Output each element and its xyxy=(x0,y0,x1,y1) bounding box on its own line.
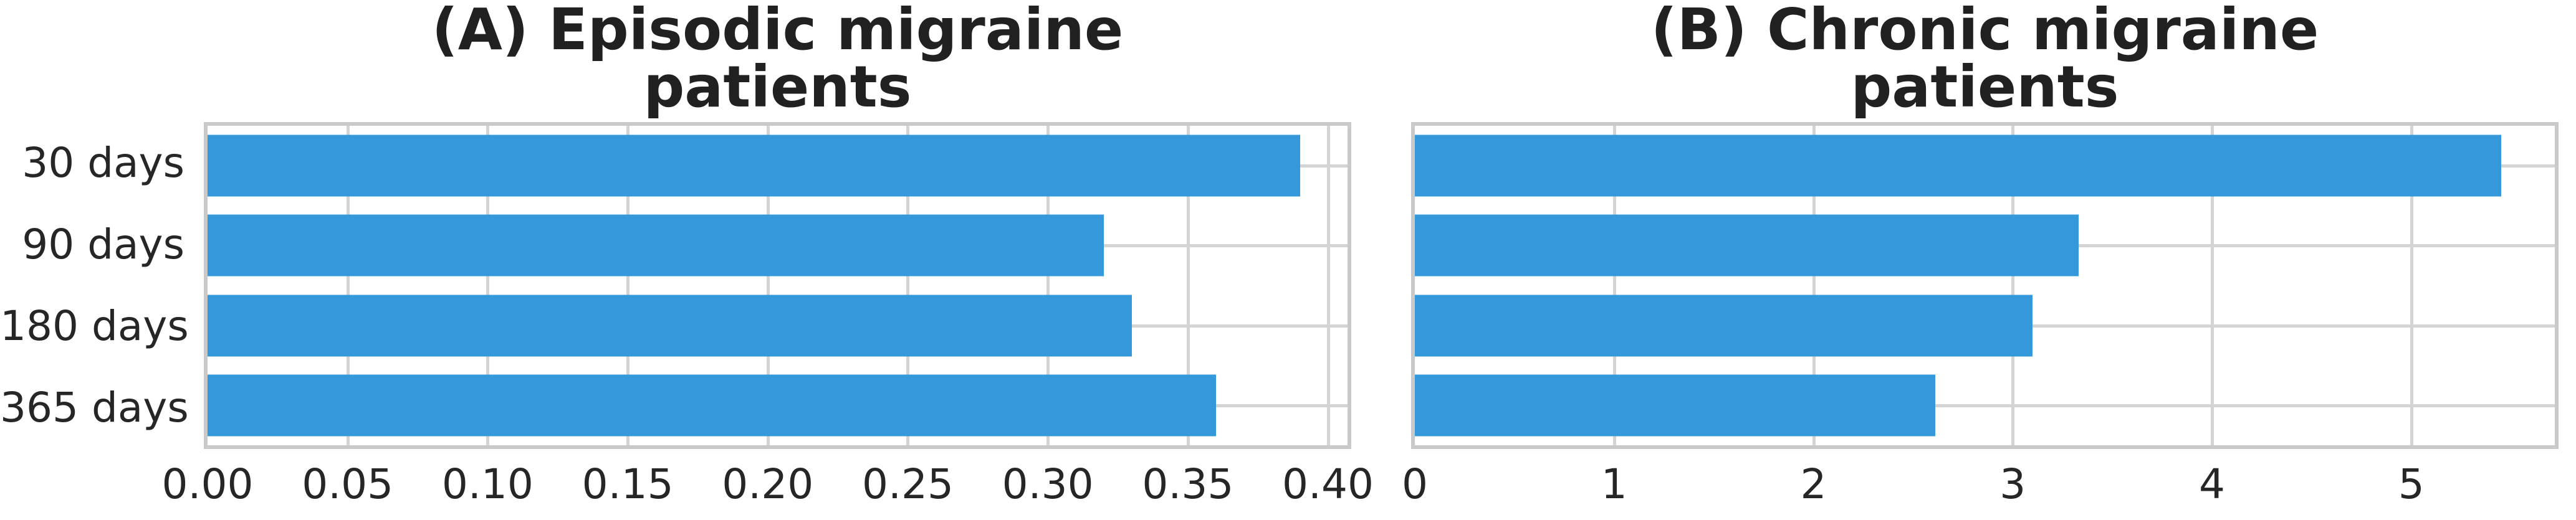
x-tick-label: 0.05 xyxy=(302,460,394,508)
x-gridline xyxy=(1612,126,1616,445)
chart-title-line1: (B) Chronic migraine xyxy=(1650,0,2319,63)
bar xyxy=(1415,374,1935,437)
x-tick-label: 0.10 xyxy=(441,460,534,508)
x-tick-label: 0.20 xyxy=(722,460,814,508)
x-tick-label: 0.25 xyxy=(861,460,954,508)
x-tick-label: 0.15 xyxy=(582,460,674,508)
x-gridline xyxy=(2410,126,2413,445)
x-tick-label: 0.35 xyxy=(1142,460,1234,508)
chart-title-line1: (A) Episodic migraine xyxy=(431,0,1124,63)
x-gridline xyxy=(1046,126,1050,445)
x-tick-label: 5 xyxy=(2398,460,2425,508)
x-gridline xyxy=(1186,126,1190,445)
y-category-label: 30 days xyxy=(22,138,184,187)
y-axis-labels: 30 days 90 days 180 days 365 days xyxy=(0,122,189,449)
x-gridline xyxy=(2211,126,2214,445)
chart-title-line2: patients xyxy=(1851,54,2119,120)
x-tick-label: 0.00 xyxy=(161,460,254,508)
bar xyxy=(208,295,1132,357)
x-tick-label: 1 xyxy=(1601,460,1627,508)
x-gridline xyxy=(906,126,910,445)
chart-title-episodic: (A) Episodic migraine patients xyxy=(204,1,1351,116)
x-gridline xyxy=(2011,126,2015,445)
y-category-label: 180 days xyxy=(0,302,189,351)
x-gridline xyxy=(1812,126,1816,445)
chart-title-chronic: (B) Chronic migraine patients xyxy=(1411,1,2559,116)
y-gridline xyxy=(1415,404,2555,407)
x-axis-ticks: 0 1 2 3 4 5 xyxy=(1402,460,2555,509)
bar xyxy=(208,135,1300,197)
y-category-label: 365 days xyxy=(0,384,189,432)
x-tick-label: 0.40 xyxy=(1282,460,1374,508)
x-tick-label: 2 xyxy=(1800,460,1827,508)
x-gridline xyxy=(626,126,630,445)
x-gridline xyxy=(486,126,490,445)
plot-area xyxy=(204,122,1351,449)
x-tick-label: 0 xyxy=(1402,460,1428,508)
y-category-label: 90 days xyxy=(22,220,184,268)
x-gridline xyxy=(1326,126,1330,445)
x-tick-label: 3 xyxy=(1999,460,2026,508)
bar xyxy=(1415,135,2501,197)
x-tick-label: 0.30 xyxy=(1002,460,1094,508)
bar xyxy=(1415,295,2033,357)
bar xyxy=(208,374,1216,437)
chart-title-line2: patients xyxy=(643,54,912,120)
x-axis-ticks: 0.00 0.05 0.10 0.15 0.20 0.25 0.30 0.35 0.40 xyxy=(162,460,1374,509)
x-tick-label: 4 xyxy=(2199,460,2226,508)
plot-area xyxy=(1411,122,2559,449)
bar xyxy=(208,214,1104,277)
bar xyxy=(1415,214,2079,277)
x-gridline xyxy=(346,126,350,445)
x-gridline xyxy=(766,126,770,445)
